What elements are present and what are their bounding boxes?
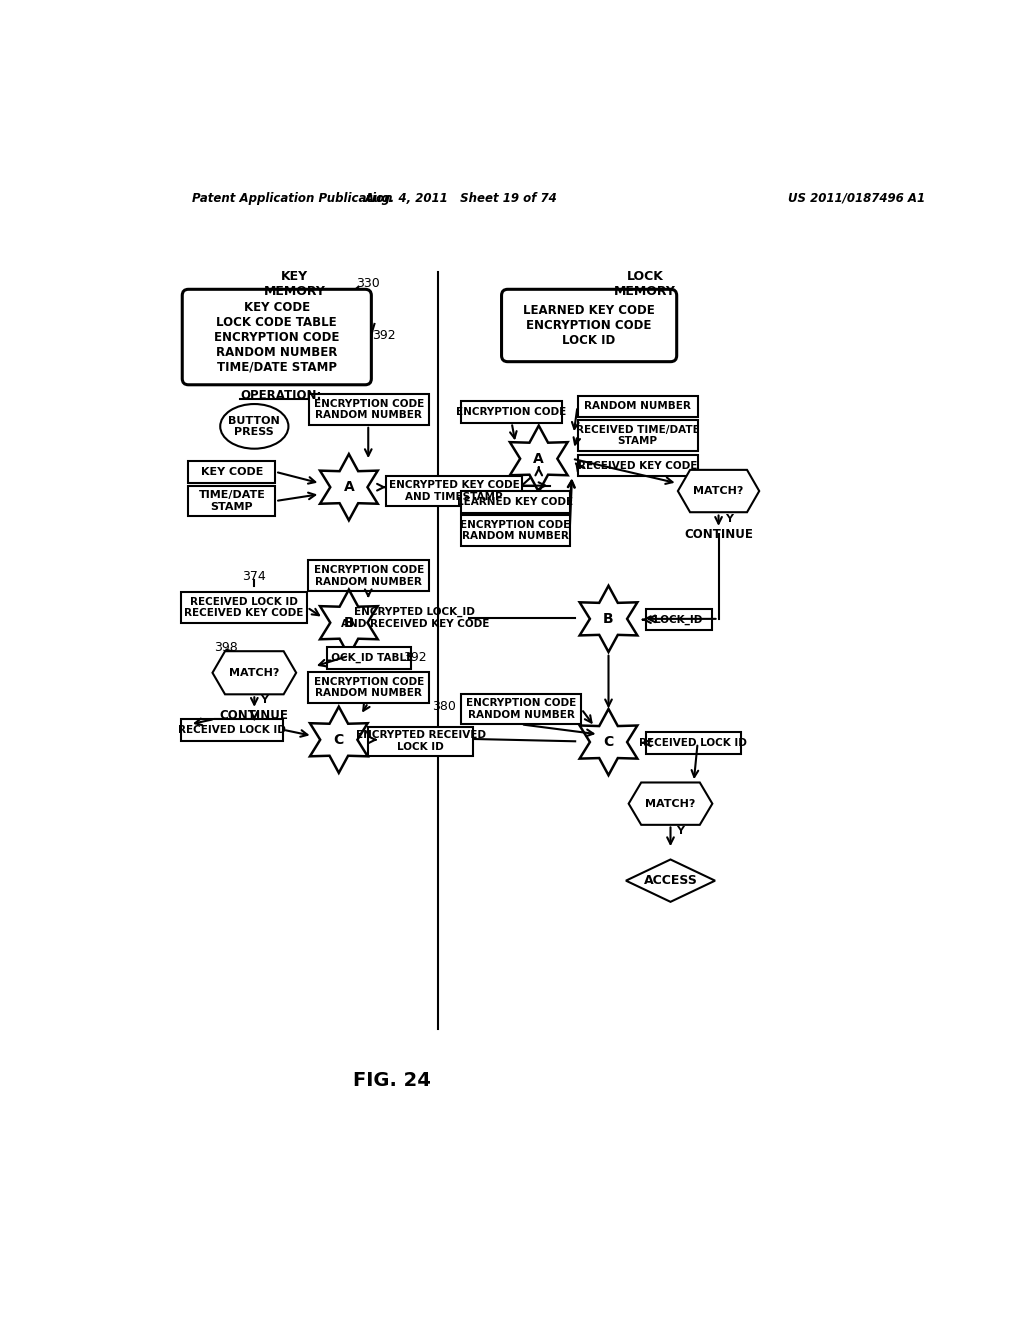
- Polygon shape: [510, 425, 567, 492]
- Text: Patent Application Publication: Patent Application Publication: [191, 191, 392, 205]
- Text: 330: 330: [356, 277, 380, 290]
- Text: RECEIVED KEY CODE: RECEIVED KEY CODE: [578, 461, 697, 471]
- Polygon shape: [678, 470, 759, 512]
- Text: ENCRYPTED LOCK_ID
AND RECEIVED KEY CODE: ENCRYPTED LOCK_ID AND RECEIVED KEY CODE: [341, 607, 488, 630]
- Bar: [386, 477, 521, 506]
- Text: KEY
MEMORY: KEY MEMORY: [264, 269, 326, 298]
- Polygon shape: [321, 454, 378, 520]
- Text: FIG. 24: FIG. 24: [352, 1072, 430, 1090]
- Text: 374: 374: [242, 570, 265, 583]
- Text: 398: 398: [215, 640, 239, 653]
- Text: Y: Y: [725, 513, 732, 524]
- Text: CONTINUE: CONTINUE: [219, 709, 288, 722]
- Text: RECEIVED TIME/DATE
STAMP: RECEIVED TIME/DATE STAMP: [575, 425, 699, 446]
- Text: MATCH?: MATCH?: [229, 668, 280, 677]
- Text: B: B: [344, 615, 354, 630]
- Text: LOCK_ID: LOCK_ID: [654, 615, 702, 624]
- Text: ENCRYPTION CODE
RANDOM NUMBER: ENCRYPTION CODE RANDOM NUMBER: [466, 698, 577, 719]
- Bar: [646, 733, 741, 754]
- Bar: [461, 515, 569, 545]
- Bar: [328, 647, 411, 669]
- Text: 380: 380: [432, 700, 456, 713]
- Text: ENCRYPTION CODE: ENCRYPTION CODE: [457, 407, 566, 417]
- Text: KEY CODE
LOCK CODE TABLE
ENCRYPTION CODE
RANDOM NUMBER
TIME/DATE STAMP: KEY CODE LOCK CODE TABLE ENCRYPTION CODE…: [214, 301, 340, 374]
- Bar: [180, 591, 307, 623]
- Bar: [369, 726, 473, 756]
- Text: US 2011/0187496 A1: US 2011/0187496 A1: [787, 191, 925, 205]
- Bar: [578, 420, 697, 451]
- Polygon shape: [580, 709, 637, 775]
- Text: RECEIVED LOCK ID: RECEIVED LOCK ID: [639, 738, 748, 748]
- Text: LOCK_ID TABLE: LOCK_ID TABLE: [325, 653, 413, 663]
- Polygon shape: [580, 586, 637, 652]
- Bar: [308, 672, 429, 702]
- Text: OPERATION:: OPERATION:: [241, 389, 322, 403]
- Text: Y: Y: [260, 694, 268, 705]
- Text: ENCRYPTION CODE
RANDOM NUMBER: ENCRYPTION CODE RANDOM NUMBER: [461, 520, 570, 541]
- Bar: [461, 491, 569, 512]
- Polygon shape: [310, 706, 368, 774]
- Text: KEY CODE: KEY CODE: [201, 467, 263, 477]
- Bar: [188, 461, 275, 483]
- Text: A: A: [343, 480, 354, 494]
- Text: LEARNED KEY CODE
ENCRYPTION CODE
LOCK ID: LEARNED KEY CODE ENCRYPTION CODE LOCK ID: [523, 304, 655, 347]
- Text: MATCH?: MATCH?: [645, 799, 695, 809]
- Bar: [461, 401, 562, 422]
- Bar: [578, 396, 697, 417]
- Bar: [188, 486, 275, 516]
- FancyBboxPatch shape: [182, 289, 372, 385]
- Text: CONTINUE: CONTINUE: [684, 528, 753, 541]
- Text: B: B: [603, 612, 613, 626]
- FancyBboxPatch shape: [502, 289, 677, 362]
- Text: C: C: [334, 733, 344, 747]
- Text: LOCK
MEMORY: LOCK MEMORY: [614, 269, 676, 298]
- Text: 392: 392: [402, 651, 427, 664]
- Text: ENCRYPTION CODE
RANDOM NUMBER: ENCRYPTION CODE RANDOM NUMBER: [313, 399, 424, 420]
- Bar: [578, 455, 697, 477]
- Text: LEARNED KEY CODE: LEARNED KEY CODE: [458, 496, 573, 507]
- Text: Aug. 4, 2011   Sheet 19 of 74: Aug. 4, 2011 Sheet 19 of 74: [365, 191, 558, 205]
- Text: A: A: [534, 451, 544, 466]
- Text: ENCRYPTION CODE
RANDOM NUMBER: ENCRYPTION CODE RANDOM NUMBER: [313, 565, 424, 586]
- Bar: [461, 693, 582, 725]
- Text: RANDOM NUMBER: RANDOM NUMBER: [584, 401, 691, 412]
- Bar: [180, 719, 283, 741]
- Text: Y: Y: [677, 825, 685, 836]
- Text: ENCRYPTED KEY CODE
AND TIMESTAMP: ENCRYPTED KEY CODE AND TIMESTAMP: [388, 480, 519, 502]
- Text: MATCH?: MATCH?: [693, 486, 743, 496]
- Ellipse shape: [220, 404, 289, 449]
- Text: BUTTON
PRESS: BUTTON PRESS: [228, 416, 281, 437]
- Text: ENCRYPTION CODE
RANDOM NUMBER: ENCRYPTION CODE RANDOM NUMBER: [313, 677, 424, 698]
- Text: ACCESS: ACCESS: [643, 874, 697, 887]
- Polygon shape: [212, 651, 296, 694]
- Bar: [308, 395, 429, 425]
- Text: TIME/DATE
STAMP: TIME/DATE STAMP: [199, 490, 265, 512]
- Polygon shape: [321, 590, 378, 656]
- Bar: [646, 609, 712, 631]
- Polygon shape: [626, 859, 715, 902]
- Polygon shape: [629, 783, 713, 825]
- Text: 392: 392: [372, 329, 395, 342]
- Text: RECEIVED LOCK ID: RECEIVED LOCK ID: [178, 725, 286, 735]
- Bar: [308, 561, 429, 591]
- Text: C: C: [603, 735, 613, 748]
- Text: RECEIVED LOCK ID
RECEIVED KEY CODE: RECEIVED LOCK ID RECEIVED KEY CODE: [184, 597, 303, 618]
- Text: ENCRYPTED RECEIVED
LOCK ID: ENCRYPTED RECEIVED LOCK ID: [355, 730, 485, 752]
